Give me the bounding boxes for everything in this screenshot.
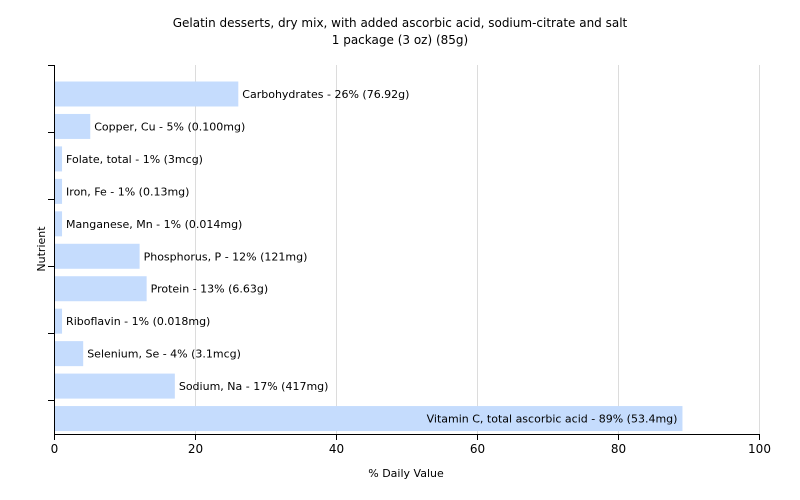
bar-label: Folate, total - 1% (3mcg) bbox=[66, 153, 203, 166]
bar-label: Manganese, Mn - 1% (0.014mg) bbox=[66, 218, 242, 231]
chart-title: Gelatin desserts, dry mix, with added as… bbox=[173, 16, 628, 30]
chart-subtitle: 1 package (3 oz) (85g) bbox=[332, 33, 468, 47]
x-axis-label: % Daily Value bbox=[368, 467, 444, 480]
bar bbox=[55, 81, 239, 107]
bar-label: Phosphorus, P - 12% (121mg) bbox=[144, 250, 308, 263]
bar-label: Carbohydrates - 26% (76.92g) bbox=[242, 88, 409, 101]
bar-label: Vitamin C, total ascorbic acid - 89% (53… bbox=[427, 413, 678, 426]
bar bbox=[55, 211, 63, 237]
bar bbox=[55, 146, 63, 172]
x-tick-label: 100 bbox=[748, 442, 771, 456]
x-tick-label: 60 bbox=[470, 442, 485, 456]
bar bbox=[55, 113, 91, 139]
x-tick-label: 0 bbox=[51, 442, 59, 456]
bar-label: Protein - 13% (6.63g) bbox=[151, 283, 269, 296]
bar bbox=[55, 308, 63, 334]
y-axis-label: Nutrient bbox=[35, 226, 48, 272]
x-tick-label: 80 bbox=[611, 442, 626, 456]
bar-label: Sodium, Na - 17% (417mg) bbox=[179, 380, 329, 393]
bars: Carbohydrates - 26% (76.92g) Copper, Cu -… bbox=[55, 81, 683, 432]
bar bbox=[55, 276, 147, 302]
bar-label: Copper, Cu - 5% (0.100mg) bbox=[94, 120, 245, 133]
bar-label: Riboflavin - 1% (0.018mg) bbox=[66, 315, 210, 328]
bar-label: Iron, Fe - 1% (0.13mg) bbox=[66, 185, 189, 198]
grid bbox=[195, 65, 760, 434]
bar bbox=[55, 178, 63, 204]
axes: 0 20 40 60 80 100 bbox=[48, 65, 771, 456]
bar bbox=[55, 243, 140, 269]
bar bbox=[55, 406, 683, 432]
x-tick-label: 40 bbox=[329, 442, 344, 456]
bar bbox=[55, 373, 175, 399]
bar bbox=[55, 341, 84, 367]
bar-label: Selenium, Se - 4% (3.1mcg) bbox=[87, 348, 241, 361]
x-tick-label: 20 bbox=[188, 442, 203, 456]
